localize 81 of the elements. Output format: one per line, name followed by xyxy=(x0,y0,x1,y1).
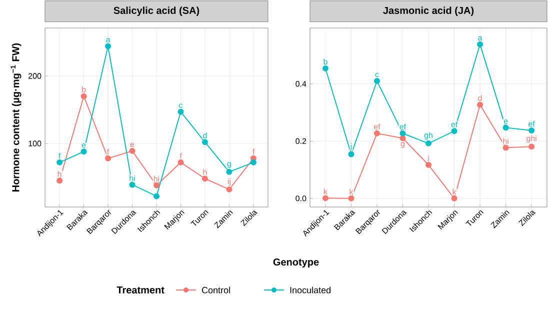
point xyxy=(400,130,406,136)
data-label: g xyxy=(400,142,404,148)
data-label: f xyxy=(180,152,182,159)
data-label: h xyxy=(58,171,62,177)
point xyxy=(322,65,328,72)
data-label: k xyxy=(324,188,328,194)
point xyxy=(502,124,509,131)
point xyxy=(374,130,380,136)
data-label: f xyxy=(107,148,110,155)
data-label: gh xyxy=(424,132,432,140)
point xyxy=(80,93,87,100)
point xyxy=(322,195,328,202)
y-tick-label: 0.4 xyxy=(296,81,306,87)
point xyxy=(502,144,509,151)
point xyxy=(129,182,136,188)
data-label: a xyxy=(106,38,110,42)
point xyxy=(105,43,112,50)
data-label: i xyxy=(428,155,429,162)
data-label: c xyxy=(179,104,183,108)
point xyxy=(528,144,535,150)
data-label: k xyxy=(350,188,354,195)
point xyxy=(178,159,184,166)
data-label: ghi xyxy=(526,135,536,143)
point xyxy=(477,41,484,48)
point xyxy=(528,128,535,134)
point xyxy=(56,178,63,184)
data-label: k xyxy=(452,188,456,195)
data-label: ef xyxy=(528,120,535,127)
point xyxy=(250,159,256,166)
y-tick-label: 0.0 xyxy=(296,196,306,202)
point xyxy=(425,162,432,168)
data-label: e xyxy=(504,119,508,124)
point xyxy=(226,186,232,192)
y-tick-label: 200 xyxy=(28,73,42,79)
data-label: h xyxy=(203,169,207,175)
data-label: hi xyxy=(503,138,508,144)
data-label: c xyxy=(375,72,379,78)
data-label: ef xyxy=(374,124,380,130)
y-tick-label: 100 xyxy=(28,140,42,146)
data-label: a xyxy=(478,36,482,41)
legend-title: Treatment xyxy=(116,286,164,294)
data-label: ef xyxy=(451,121,458,128)
point xyxy=(374,78,380,84)
point xyxy=(226,168,232,175)
point xyxy=(451,128,458,134)
chart-title: Jasmonic acid (JA) xyxy=(383,6,474,16)
data-label: ij xyxy=(228,178,230,186)
point xyxy=(153,182,160,188)
point xyxy=(425,140,432,146)
data-label: hi xyxy=(130,175,135,181)
point xyxy=(178,108,184,115)
data-label: e xyxy=(130,142,134,148)
data-label: f xyxy=(252,148,255,155)
point xyxy=(400,135,406,142)
data-label: j xyxy=(350,143,352,151)
point xyxy=(477,102,484,108)
point xyxy=(129,148,136,154)
data-label: e xyxy=(82,143,86,148)
point xyxy=(348,195,354,202)
chart-title: Salicylic acid (SA) xyxy=(114,6,200,16)
legend-label: Inoculated xyxy=(290,286,330,294)
point xyxy=(56,159,63,166)
data-label: d xyxy=(203,132,207,138)
data-label: g xyxy=(227,162,231,168)
y-axis-title: Hormone content (µg·mg$^{−1}$ FW) xyxy=(10,43,22,192)
point xyxy=(105,155,112,162)
data-label: f xyxy=(58,152,61,159)
point xyxy=(153,193,160,200)
y-tick-label: 0.2 xyxy=(296,138,306,144)
x-axis-title: Genotype xyxy=(273,258,319,268)
legend-label: Control xyxy=(202,286,230,294)
data-label: d xyxy=(478,95,482,101)
point xyxy=(80,148,87,155)
point xyxy=(202,176,208,182)
point xyxy=(348,151,354,158)
point xyxy=(202,139,208,146)
data-label: b xyxy=(82,86,86,92)
point xyxy=(451,195,458,202)
data-label: hi xyxy=(154,176,160,182)
data-label: b xyxy=(324,58,328,65)
data-label: ef xyxy=(400,124,406,130)
